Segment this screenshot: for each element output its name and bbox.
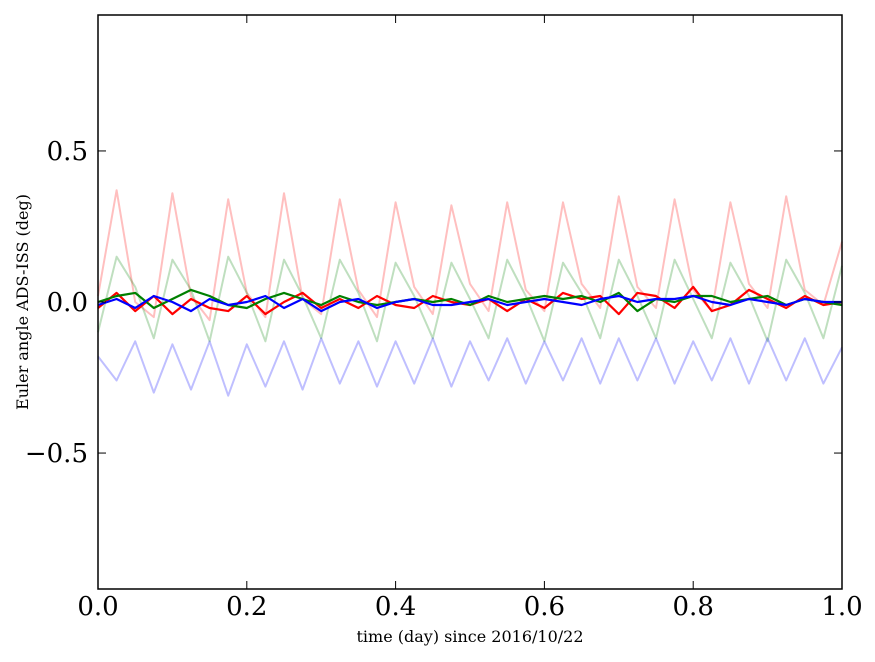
x-tick-label-5: 1.0: [821, 592, 862, 622]
series-line-1: [97, 255, 843, 343]
y-tick-label-2: −0.5: [25, 439, 88, 469]
series-line-2: [97, 337, 843, 397]
x-tick-label-2: 0.4: [375, 592, 416, 622]
series-layer: [97, 189, 843, 397]
x-tick-label-3: 0.6: [524, 592, 565, 622]
x-tick-label-1: 0.2: [226, 592, 267, 622]
plot-frame: [97, 14, 843, 590]
y-axis-label: Euler angle ADS-ISS (deg): [13, 194, 32, 410]
series-line-5: [97, 294, 842, 313]
x-axis-label: time (day) since 2016/10/22: [356, 627, 583, 646]
y-tick-label-0: 0.5: [47, 137, 88, 167]
y-tick-label-1: 0.0: [47, 288, 88, 318]
x-tick-label-0: 0.0: [77, 592, 118, 622]
series-line-0: [97, 189, 843, 322]
x-tick-label-4: 0.8: [673, 592, 714, 622]
ticks-layer: 0.0 0.2 0.4 0.6 0.8 1.0 0.5 0.0 −0.5: [25, 15, 863, 622]
